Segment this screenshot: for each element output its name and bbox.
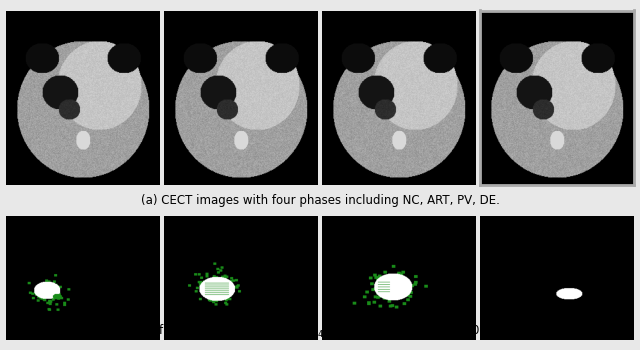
Text: (a) CECT images with four phases including NC, ART, PV, DE.: (a) CECT images with four phases includi… [141, 194, 499, 207]
Text: (b) The superior results of $\mathcal{T}^{max}_{10,224}$, $\mathcal{T}^{max}_{10: (b) The superior results of $\mathcal{T}… [10, 322, 564, 341]
